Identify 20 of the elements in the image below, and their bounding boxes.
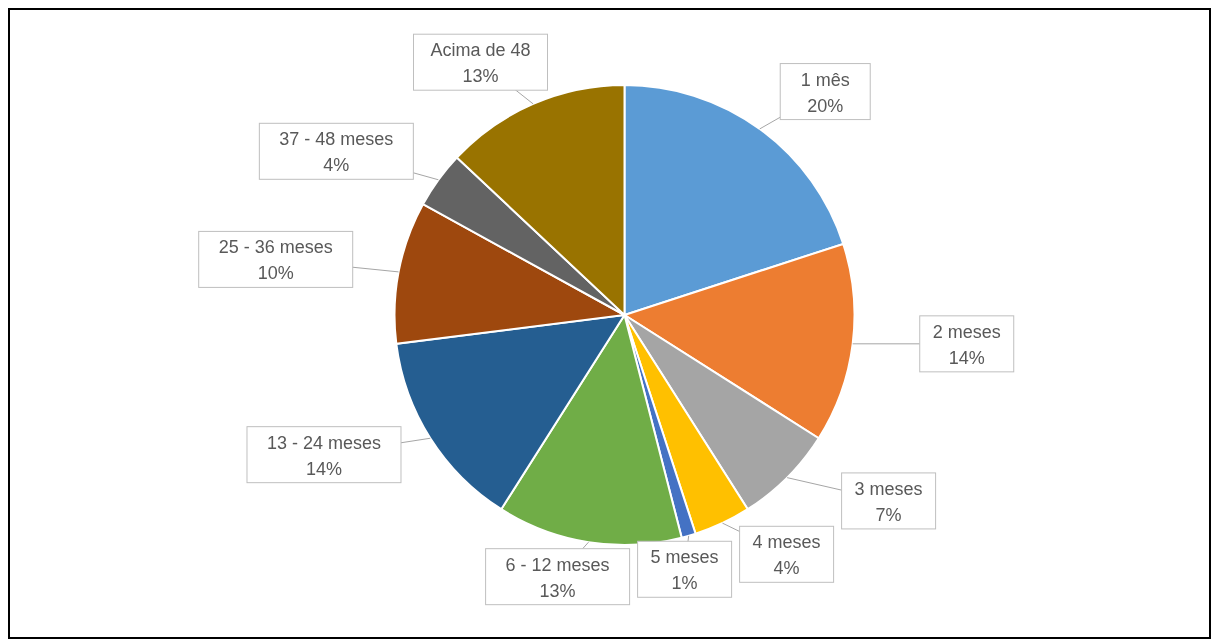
slice-label: Acima de 48 bbox=[430, 40, 531, 61]
slice-label: 5 meses bbox=[650, 547, 719, 568]
slice-label: 6 - 12 meses bbox=[505, 554, 610, 575]
data-label: 10% bbox=[257, 263, 294, 284]
data-label: 20% bbox=[807, 95, 844, 116]
data-label: 14% bbox=[948, 347, 985, 368]
data-label: 4% bbox=[773, 558, 800, 579]
data-label: 1% bbox=[671, 573, 698, 594]
data-label: 4% bbox=[323, 155, 350, 176]
data-label: 13% bbox=[539, 580, 576, 601]
slice-label: 13 - 24 meses bbox=[266, 432, 382, 453]
slice-label: 25 - 36 meses bbox=[218, 237, 333, 258]
data-label: 7% bbox=[875, 504, 902, 525]
slice-label: 1 mês bbox=[800, 69, 850, 90]
slice-label: 4 meses bbox=[752, 532, 821, 553]
data-label: 13% bbox=[462, 66, 499, 87]
data-label: 14% bbox=[305, 458, 342, 479]
slice-label: 2 meses bbox=[932, 321, 1001, 342]
slice-label: 3 meses bbox=[854, 478, 923, 499]
slice-label: 37 - 48 meses bbox=[279, 129, 394, 150]
